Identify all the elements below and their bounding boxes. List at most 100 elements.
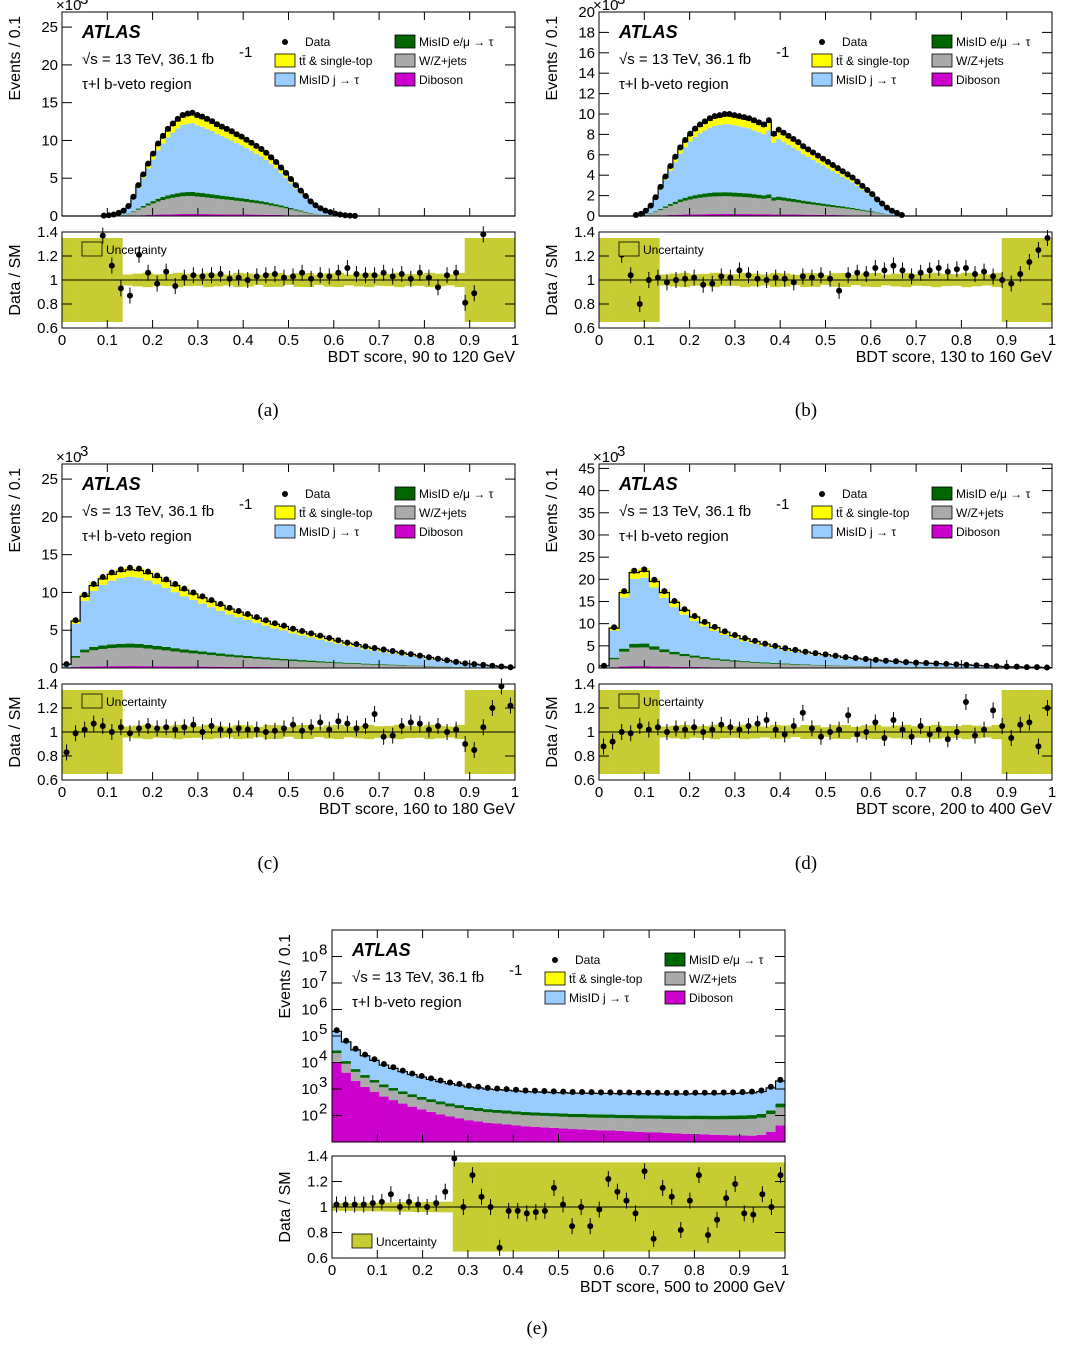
stack-misid_e-bar xyxy=(795,199,802,203)
stack-wz-bar xyxy=(179,652,190,667)
stack-ttbar-bar xyxy=(268,158,275,165)
stack-misid_j-bar xyxy=(219,136,225,196)
ratio-point xyxy=(817,733,824,740)
stack-misid_j-bar xyxy=(671,1094,682,1116)
stack-diboson-bar xyxy=(727,214,733,216)
stack-diboson-bar xyxy=(234,666,244,668)
stack-misid_j-bar xyxy=(165,137,171,196)
ratio-y-tick-label: 1 xyxy=(50,272,58,289)
ratio-point xyxy=(362,723,369,729)
ratio-point xyxy=(723,1195,730,1202)
stack-wz-bar xyxy=(700,1119,710,1135)
data-point xyxy=(208,597,215,604)
ratio-point xyxy=(469,1172,476,1179)
stack-diboson-bar xyxy=(155,214,161,216)
ratio-point xyxy=(654,274,661,281)
stack-ttbar-bar xyxy=(179,588,190,597)
stack-misid_j-bar xyxy=(224,138,230,197)
stack-misid_j-bar xyxy=(160,143,166,197)
data-point xyxy=(898,211,905,218)
stack-misid_e-bar xyxy=(739,661,751,663)
stack-wz-bar xyxy=(890,666,902,668)
stack-misid_e-bar xyxy=(369,1079,380,1083)
ratio-point xyxy=(768,1204,775,1210)
ratio-point xyxy=(181,274,188,281)
legend-data-marker xyxy=(282,39,288,45)
stack-diboson-bar xyxy=(791,214,797,216)
ratio-point xyxy=(480,231,487,238)
stack-misid_j-bar xyxy=(756,132,762,195)
data-point xyxy=(253,614,260,621)
stack-diboson-bar xyxy=(567,1129,578,1142)
stack-wz-bar xyxy=(397,665,407,668)
ratio-point xyxy=(453,726,460,733)
stack-diboson-bar xyxy=(558,1128,569,1142)
stack-misid_j-bar xyxy=(145,168,151,204)
ratio-point xyxy=(709,280,716,287)
stack-diboson-bar xyxy=(188,666,199,668)
x-tick-label: 0.9 xyxy=(459,784,480,801)
data-point xyxy=(209,118,216,125)
stack-wz-bar xyxy=(681,1119,691,1134)
stack-wz-bar xyxy=(501,1113,512,1125)
y-tick-label: 10 xyxy=(301,949,318,966)
data-point xyxy=(343,1037,350,1044)
data-point xyxy=(731,631,738,638)
stack-ttbar-bar xyxy=(175,118,181,129)
data-point xyxy=(973,662,980,669)
stack-diboson-bar xyxy=(360,1086,371,1142)
legend-misid_j-swatch xyxy=(274,524,296,539)
uncertainty-legend-label: Uncertainty xyxy=(643,243,704,257)
y-tick-label: 0 xyxy=(50,208,58,225)
stack-wz-bar xyxy=(649,649,660,667)
data-point xyxy=(159,132,166,139)
stack-wz-bar xyxy=(810,204,816,215)
stack-misid_e-bar xyxy=(671,1115,682,1120)
ratio-y-tick-label: 0.6 xyxy=(307,1250,328,1267)
legend-misid_e-swatch xyxy=(931,486,953,501)
stack-ttbar-bar xyxy=(649,578,660,588)
data-point xyxy=(677,144,684,151)
stack-wz-bar xyxy=(652,1118,663,1133)
ratio-point xyxy=(406,1198,413,1205)
uncertainty-legend-swatch xyxy=(618,693,640,709)
legend-data-marker xyxy=(552,957,558,963)
data-point xyxy=(1013,663,1020,670)
stack-misid_j-bar xyxy=(682,147,688,198)
data-point xyxy=(342,212,349,219)
atlas-label: ATLAS xyxy=(81,22,141,42)
stack-wz-bar xyxy=(306,661,316,668)
stack-misid_j-bar xyxy=(520,1091,531,1113)
stack-diboson-bar xyxy=(751,214,757,216)
stack-misid_e-bar xyxy=(332,1050,342,1054)
stack-diboson-bar xyxy=(669,666,680,668)
stack-ttbar-bar xyxy=(786,136,792,145)
x-tick-label: 0.1 xyxy=(367,1262,388,1279)
data-point xyxy=(244,611,251,618)
stack-misid_j-bar xyxy=(709,630,721,659)
stack-misid_j-bar xyxy=(225,614,235,655)
stack-misid_e-bar xyxy=(155,198,161,202)
stack-misid_e-bar xyxy=(273,204,279,207)
data-point xyxy=(953,661,960,668)
ratio-point xyxy=(560,1201,567,1208)
stack-misid_e-bar xyxy=(492,1109,503,1113)
y-tick-exp: 2 xyxy=(319,1101,327,1118)
stack-diboson-bar xyxy=(596,1130,606,1142)
ratio-axis-title: Data / SM xyxy=(7,696,24,767)
stack-wz-bar xyxy=(351,664,362,668)
stack-wz-bar xyxy=(751,197,757,215)
y-tick-label: 10 xyxy=(301,1055,318,1072)
x-tick-label: 0.6 xyxy=(323,332,344,349)
data-point xyxy=(654,1089,661,1096)
region-label: τ+l b-veto region xyxy=(619,528,729,545)
stack-wz-bar xyxy=(308,213,314,216)
stack-wz-bar xyxy=(342,663,353,668)
y-tick-label: 10 xyxy=(301,975,318,992)
ratio-point xyxy=(872,265,879,271)
stack-wz-bar xyxy=(712,196,718,215)
stack-diboson-bar xyxy=(243,666,253,668)
stack-wz-bar xyxy=(398,1094,408,1104)
ratio-point xyxy=(99,723,106,729)
legend-ttbar-swatch xyxy=(274,53,296,68)
